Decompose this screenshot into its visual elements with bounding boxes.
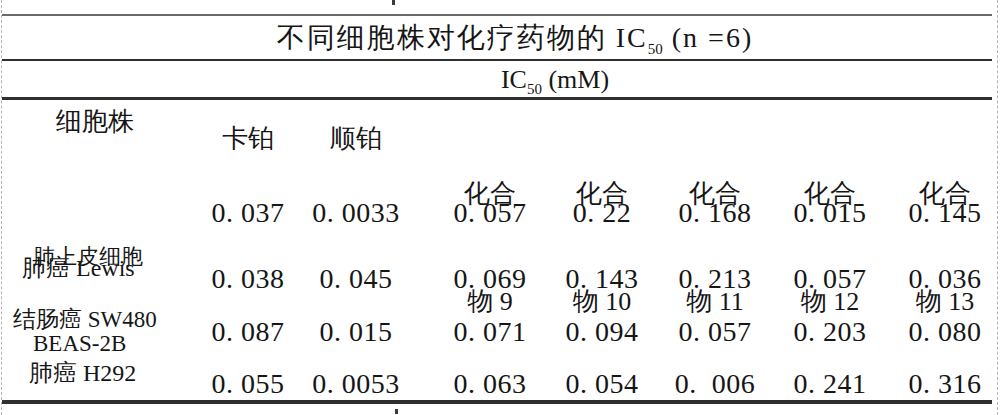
column-header-cisplatin: 顺铂 (291, 121, 421, 156)
column-header-compound12: 化合 物 12 (765, 104, 895, 392)
value-cell: 0. 143 (537, 263, 667, 295)
unit-row: IC50 (mM) (0, 65, 1000, 98)
value-cell: 0. 22 (537, 197, 667, 229)
column-header-compound11: 化合 物 11 (650, 104, 780, 392)
unit-subscript: 50 (527, 81, 542, 97)
value-cell: 0. 057 (650, 316, 780, 348)
value-cell: 0. 015 (765, 197, 895, 229)
unit-suffix: (mM) (542, 65, 609, 94)
table-title-subscript: 50 (648, 41, 663, 57)
column-header-cell-line: 细胞株 (20, 104, 170, 139)
value-cell: 0. 036 (885, 263, 1000, 295)
scan-edge-left (1, 0, 2, 415)
table-title: 不同细胞株对化疗药物的 IC50 (n =6) (0, 19, 1000, 58)
scan-tick-bottom (395, 409, 398, 414)
row-label-lewis: 肺癌 Lewis (22, 252, 135, 284)
value-cell: 0. 054 (537, 368, 667, 400)
column-header-compound10: 化合 物 10 (537, 104, 667, 392)
table-rule-below-title (2, 59, 992, 61)
value-cell: 0. 006 (650, 368, 780, 400)
value-cell: 0. 0053 (291, 368, 421, 400)
value-cell: 0. 316 (885, 368, 1000, 400)
value-cell: 0. 045 (291, 263, 421, 295)
scanned-table-page: 不同细胞株对化疗药物的 IC50 (n =6) IC50 (mM) 细胞株 卡铂… (0, 0, 1000, 415)
value-cell: 0. 069 (425, 263, 555, 295)
value-cell: 0. 213 (650, 263, 780, 295)
value-cell: 0. 071 (425, 316, 555, 348)
row-label-h292: 肺癌 H292 (29, 357, 136, 389)
row-label-sw480: 结肠癌 SW480 (13, 304, 157, 335)
unit-text: IC (501, 65, 527, 94)
value-cell: 0. 094 (537, 316, 667, 348)
scan-tick-top (392, 0, 395, 5)
value-cell: 0. 241 (765, 368, 895, 400)
table-rule-top (2, 14, 992, 16)
value-cell: 0. 0033 (291, 197, 421, 229)
value-cell: 0. 057 (765, 263, 895, 295)
value-cell: 0. 057 (425, 197, 555, 229)
value-cell: 0. 015 (291, 316, 421, 348)
value-cell: 0. 203 (765, 316, 895, 348)
column-header-compound9: 化合 物 9 (425, 104, 555, 392)
table-rule-bottom (2, 400, 992, 404)
table-title-suffix: (n =6) (663, 22, 753, 53)
value-cell: 0. 168 (650, 197, 780, 229)
column-header-compound13: 化合 物 13 (885, 104, 1000, 392)
value-cell: 0. 063 (425, 368, 555, 400)
value-cell: 0. 145 (885, 197, 1000, 229)
table-title-text: 不同细胞株对化疗药物的 IC (277, 22, 648, 53)
value-cell: 0. 080 (885, 316, 1000, 348)
